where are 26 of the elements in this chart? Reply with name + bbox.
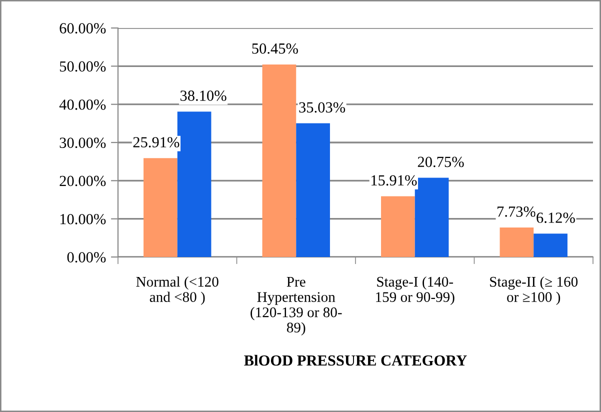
- y-tick-label: 10.00%: [60, 214, 106, 224]
- data-label: 38.10%: [180, 90, 226, 101]
- bar: [381, 196, 415, 257]
- data-label: 15.91%: [371, 175, 417, 186]
- bar: [534, 234, 568, 257]
- x-tick-label: Pre Hypertension (120-139 or 80- 89): [250, 277, 342, 336]
- x-tick-label: Stage-I (140- 159 or 90-99): [376, 276, 454, 305]
- bar: [500, 227, 534, 257]
- bar: [262, 64, 296, 257]
- data-label: 25.91%: [133, 137, 180, 148]
- x-tick-label: Stage-II (≥ 160 or ≥100 ): [490, 276, 578, 305]
- y-tick-label: 50.00%: [60, 61, 106, 72]
- data-label: 7.73%: [498, 206, 536, 217]
- y-tick-label: 0.00%: [67, 252, 106, 263]
- data-label: 35.03%: [299, 102, 346, 113]
- data-label: 6.12%: [536, 212, 575, 223]
- y-tick-label: 60.00%: [60, 23, 106, 34]
- x-tick-label: Normal (<120 and <80 ): [136, 276, 218, 305]
- bar: [144, 158, 178, 257]
- y-tick-label: 20.00%: [60, 176, 106, 186]
- data-label: 20.75%: [418, 156, 464, 168]
- data-label: 50.45%: [252, 43, 298, 54]
- bar: [296, 123, 330, 257]
- y-tick-label: 40.00%: [59, 99, 106, 110]
- y-tick-label: 30.00%: [60, 138, 106, 148]
- x-axis-title: BlOOD PRESSURE CATEGORY: [244, 354, 467, 366]
